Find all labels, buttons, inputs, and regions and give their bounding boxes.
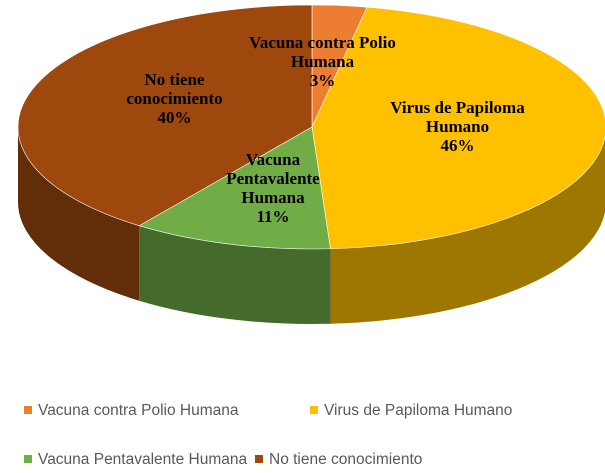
- data-label-category: No tiene conocimiento: [126, 70, 223, 108]
- data-label-category: Vacuna contra Polio Humana: [249, 33, 396, 71]
- legend-item: No tiene conocimiento: [255, 451, 422, 469]
- legend-marker: [24, 406, 32, 414]
- legend-item: Vacuna Pentavalente Humana: [24, 451, 247, 469]
- data-label: Vacuna contra Polio Humana 3%: [220, 33, 425, 90]
- legend-label: Vacuna contra Polio Humana: [38, 402, 239, 419]
- legend-item: Vacuna contra Polio Humana: [24, 402, 238, 420]
- legend-marker: [310, 406, 318, 414]
- legend-label: No tiene conocimiento: [269, 451, 423, 468]
- data-label-category: Virus de Papiloma Humano: [390, 98, 525, 136]
- data-label-category: Vacuna Pentavalente Humana: [226, 150, 320, 207]
- slice: [311, 6, 605, 250]
- legend-marker: [255, 455, 263, 463]
- data-label-value: 11%: [256, 207, 290, 226]
- legend-item: Virus de Papiloma Humano: [310, 402, 512, 420]
- data-label: No tiene conocimiento 40%: [112, 70, 237, 127]
- data-label-value: 3%: [309, 71, 336, 90]
- slice-side: [18, 127, 140, 301]
- data-label-value: 46%: [440, 136, 475, 155]
- legend-marker: [24, 455, 32, 463]
- data-label: Vacuna Pentavalente Humana 11%: [218, 150, 328, 226]
- slice-side: [330, 136, 605, 324]
- data-label: Virus de Papiloma Humano 46%: [370, 98, 545, 155]
- slice: [138, 126, 331, 250]
- data-label-value: 40%: [157, 108, 192, 127]
- legend-label: Vacuna Pentavalente Humana: [38, 451, 248, 468]
- legend-label: Virus de Papiloma Humano: [324, 402, 513, 419]
- slice-side: [139, 225, 331, 324]
- slice: [17, 4, 313, 227]
